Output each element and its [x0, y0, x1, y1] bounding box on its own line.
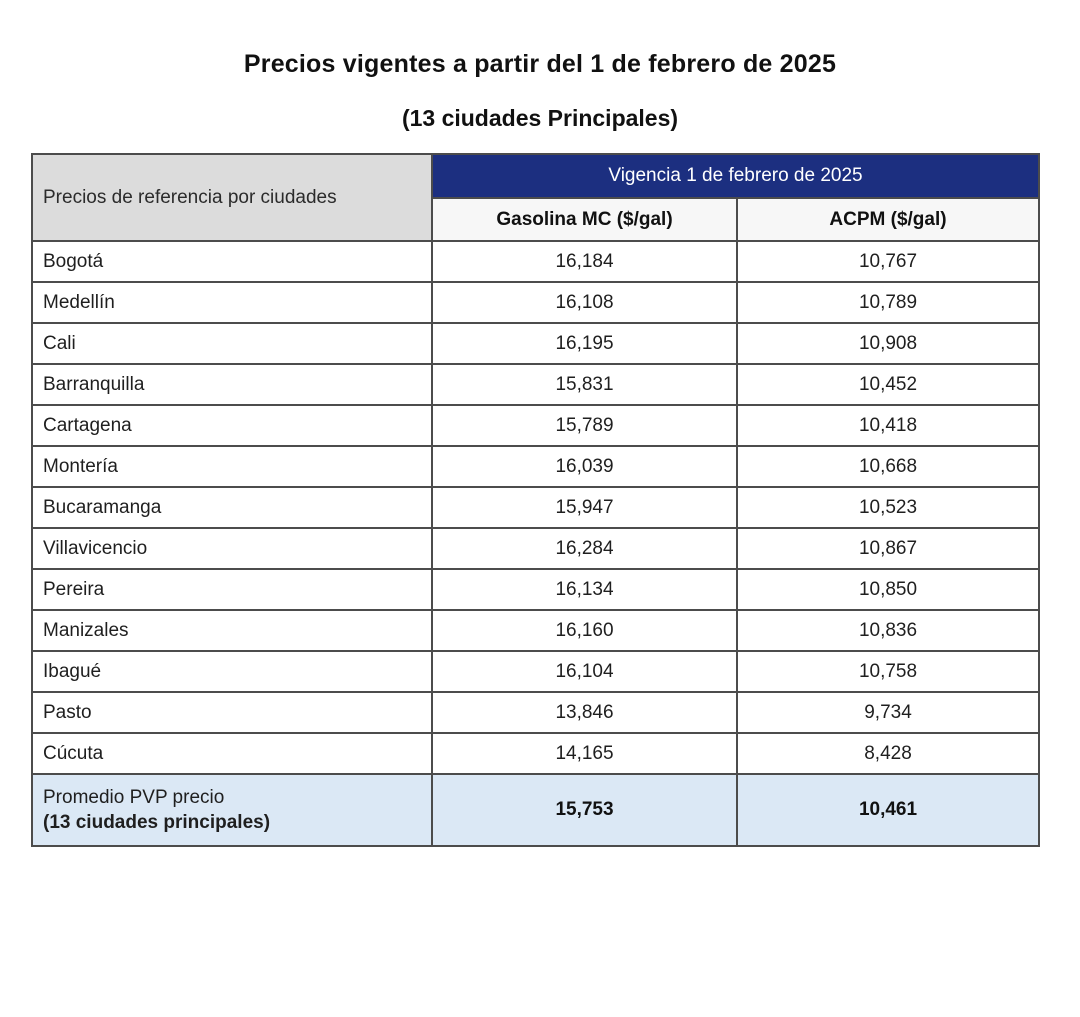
city-name: Manizales: [31, 609, 433, 652]
corner-header: Precios de referencia por ciudades: [31, 153, 433, 242]
city-name: Montería: [31, 445, 433, 488]
acpm-price: 10,418: [736, 404, 1040, 447]
gasolina-price: 16,184: [431, 240, 738, 283]
column-header-acpm: ACPM ($/gal): [736, 197, 1040, 242]
acpm-price: 8,428: [736, 732, 1040, 775]
column-header-gasolina: Gasolina MC ($/gal): [431, 197, 738, 242]
city-name: Cali: [31, 322, 433, 365]
average-row-label: Promedio PVP precio (13 ciudades princip…: [31, 773, 433, 847]
table-row: Manizales 16,160 10,836: [31, 609, 1040, 652]
average-label-line2: (13 ciudades principales): [43, 812, 271, 833]
table-row: Bucaramanga 15,947 10,523: [31, 486, 1040, 529]
acpm-price: 9,734: [736, 691, 1040, 734]
city-name: Cúcuta: [31, 732, 433, 775]
gasolina-price: 13,846: [431, 691, 738, 734]
acpm-price: 10,758: [736, 650, 1040, 693]
acpm-price: 10,767: [736, 240, 1040, 283]
city-name: Barranquilla: [31, 363, 433, 406]
gasolina-price: 15,947: [431, 486, 738, 529]
acpm-price: 10,867: [736, 527, 1040, 570]
gasolina-price: 16,039: [431, 445, 738, 488]
acpm-price: 10,789: [736, 281, 1040, 324]
gasolina-price: 16,160: [431, 609, 738, 652]
acpm-price: 10,836: [736, 609, 1040, 652]
fuel-price-table: Precios de referencia por ciudades Vigen…: [31, 153, 1040, 847]
gasolina-price: 16,108: [431, 281, 738, 324]
gasolina-price: 14,165: [431, 732, 738, 775]
table-row: Montería 16,039 10,668: [31, 445, 1040, 488]
acpm-price: 10,452: [736, 363, 1040, 406]
table-row: Cartagena 15,789 10,418: [31, 404, 1040, 447]
table-row: Cúcuta 14,165 8,428: [31, 732, 1040, 775]
gasolina-price: 15,831: [431, 363, 738, 406]
table-row: Medellín 16,108 10,789: [31, 281, 1040, 324]
header-row-vigencia: Precios de referencia por ciudades Vigen…: [31, 153, 1040, 242]
city-name: Ibagué: [31, 650, 433, 693]
city-name: Medellín: [31, 281, 433, 324]
table-row: Cali 16,195 10,908: [31, 322, 1040, 365]
acpm-price: 10,668: [736, 445, 1040, 488]
gasolina-price: 15,789: [431, 404, 738, 447]
table-row: Pereira 16,134 10,850: [31, 568, 1040, 611]
city-name: Villavicencio: [31, 527, 433, 570]
city-name: Cartagena: [31, 404, 433, 447]
acpm-price: 10,908: [736, 322, 1040, 365]
city-name: Bucaramanga: [31, 486, 433, 529]
page-title: Precios vigentes a partir del 1 de febre…: [243, 50, 837, 78]
table-row: Bogotá 16,184 10,767: [31, 240, 1040, 283]
average-acpm-price: 10,461: [736, 773, 1040, 847]
gasolina-price: 16,134: [431, 568, 738, 611]
page-subtitle: (13 ciudades Principales): [401, 105, 679, 131]
gasolina-price: 16,284: [431, 527, 738, 570]
table-row: Barranquilla 15,831 10,452: [31, 363, 1040, 406]
table-row: Ibagué 16,104 10,758: [31, 650, 1040, 693]
vigencia-header: Vigencia 1 de febrero de 2025: [431, 153, 1040, 199]
gasolina-price: 16,104: [431, 650, 738, 693]
city-name: Pasto: [31, 691, 433, 734]
city-name: Pereira: [31, 568, 433, 611]
city-name: Bogotá: [31, 240, 433, 283]
average-row: Promedio PVP precio (13 ciudades princip…: [31, 773, 1040, 847]
table-row: Villavicencio 16,284 10,867: [31, 527, 1040, 570]
gasolina-price: 16,195: [431, 322, 738, 365]
average-label-line1: Promedio PVP precio: [43, 786, 225, 808]
table-row: Pasto 13,846 9,734: [31, 691, 1040, 734]
acpm-price: 10,523: [736, 486, 1040, 529]
header-row-fuels: Gasolina MC ($/gal) ACPM ($/gal): [32, 197, 1040, 242]
acpm-price: 10,850: [736, 568, 1040, 611]
average-gasolina-price: 15,753: [431, 773, 738, 847]
